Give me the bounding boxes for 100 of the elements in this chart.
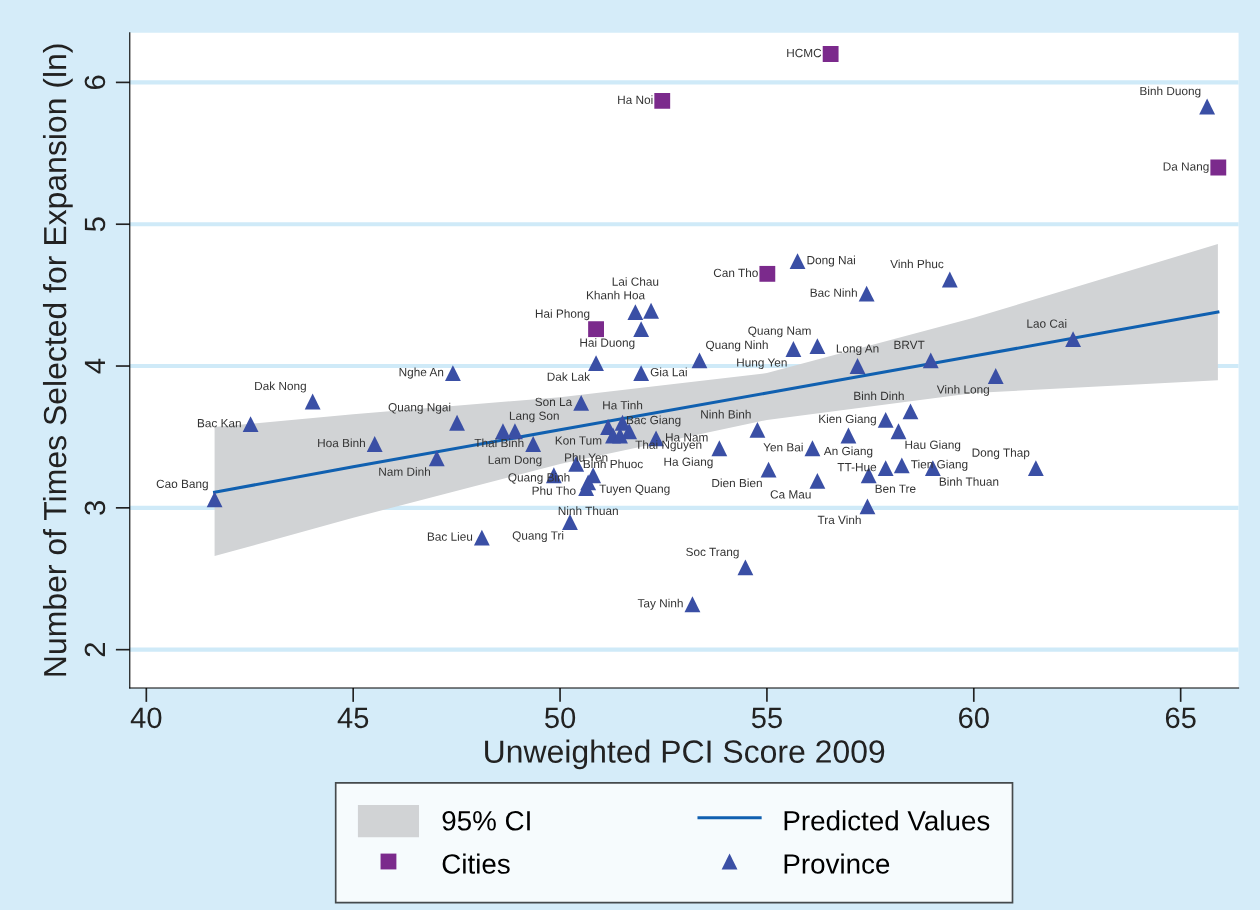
point [449,414,465,431]
annotation: TT-Hue [837,463,877,472]
y-tick-label: 6 [84,75,106,90]
annotation: Lai Chau [612,277,659,286]
point [627,304,644,321]
annotation: Yen Bai [763,442,803,452]
point [941,271,958,288]
annotation: Hung Yen [737,358,787,370]
annotation: Hau Giang [905,440,961,452]
point [809,472,826,489]
y-axis-title: Number of Times Selected for Expansion (ln) [42,44,73,676]
y-tick-label: 4 [84,358,105,374]
annotation: Dong Thap [972,448,1030,460]
x-tick-label: 50 [545,707,576,729]
annotation: Thai Nguyen [635,440,702,452]
point [922,352,939,369]
point [304,393,321,410]
annotation: Vinh Long [936,384,989,396]
point [562,514,578,530]
point [588,355,604,372]
annotation: Ha Giang [664,457,713,469]
point [588,321,604,338]
point [987,368,1004,384]
annotation: Kien Giang [819,414,876,426]
y-tick-label: 2 [84,643,105,657]
x-axis-title: Unweighted PCI Score 2009 [485,739,885,770]
annotation: Quang Ninh [706,340,768,352]
annotation: Tay Ninh [637,598,683,610]
text: 95% CI [442,810,530,831]
annotation: Can Tho [713,268,758,278]
y-tick-label: 3 [84,501,106,515]
x-tick-label: 65 [1165,707,1196,729]
y-tick-label: 5 [84,217,106,232]
annotation: Gia Lai [650,367,687,377]
point [822,46,839,62]
point [684,596,701,613]
annotation: An Giang [823,446,873,458]
point [643,302,659,319]
annotation: Tuyen Quang [599,484,670,496]
annotation: Quang Nam [748,326,811,338]
annotation: Ha Nam [666,433,708,442]
annotation: Dong Nai [807,255,855,267]
annotation: HCMC [787,48,822,58]
point [525,436,542,452]
annotation: Da Nang [1163,162,1209,173]
point [749,421,766,438]
point [691,352,708,369]
point [711,440,728,457]
point [877,460,894,477]
annotation: Dak Lak [547,372,591,381]
point [789,253,806,270]
annotation: Quang Ngai [388,402,451,414]
point [428,450,445,467]
annotation: Soc Trang [686,547,739,559]
annotation: Dak Nong [255,381,306,393]
annotation: Lao Cai [1027,319,1067,328]
point [633,365,650,382]
legend-label: Predicted Values [784,810,990,831]
annotation: Tra Vinh [817,515,861,525]
x-tick-label: 40 [130,707,162,729]
annotation: Hai Phong [535,309,590,321]
x-tick-label: 45 [337,707,369,729]
annotation: BRVT [894,340,925,349]
point [877,412,894,428]
legend-label: Province [784,853,890,874]
annotation: Ha Noi [618,95,653,104]
annotation: Ca Mau [770,490,811,499]
point [206,491,223,508]
annotation: Vinh Phuc [890,259,944,269]
annotation: Lam Dong [488,455,542,467]
point [473,529,490,546]
annotation: Lang Son [509,411,559,423]
annotation: Bac Ninh [810,288,857,297]
point [809,338,826,355]
annotation: Ben Tre [875,484,916,493]
annotation: Dien Bien [712,478,762,488]
annotation: Quang Tri [512,531,564,543]
point [902,403,919,420]
legend-label: Cities [442,853,510,874]
annotation: Hai Duong [580,338,635,350]
point [804,440,821,457]
annotation: Ninh Thuan [558,506,618,515]
point [858,285,875,302]
point [859,498,876,515]
annotation: Bac Giang [627,415,681,427]
point [849,358,866,374]
annotation: Kon Tum [555,436,602,445]
annotation: Nam Dinh [379,467,430,476]
point [1199,98,1216,115]
annotation: Ninh Binh [701,409,751,419]
point [1210,159,1227,176]
point [242,416,259,433]
point [890,423,907,440]
point [654,92,671,109]
point [760,461,777,478]
point [1065,331,1082,348]
point [366,436,383,452]
annotation: Hoa Binh [318,438,365,448]
point [1027,460,1044,477]
point [737,559,754,576]
